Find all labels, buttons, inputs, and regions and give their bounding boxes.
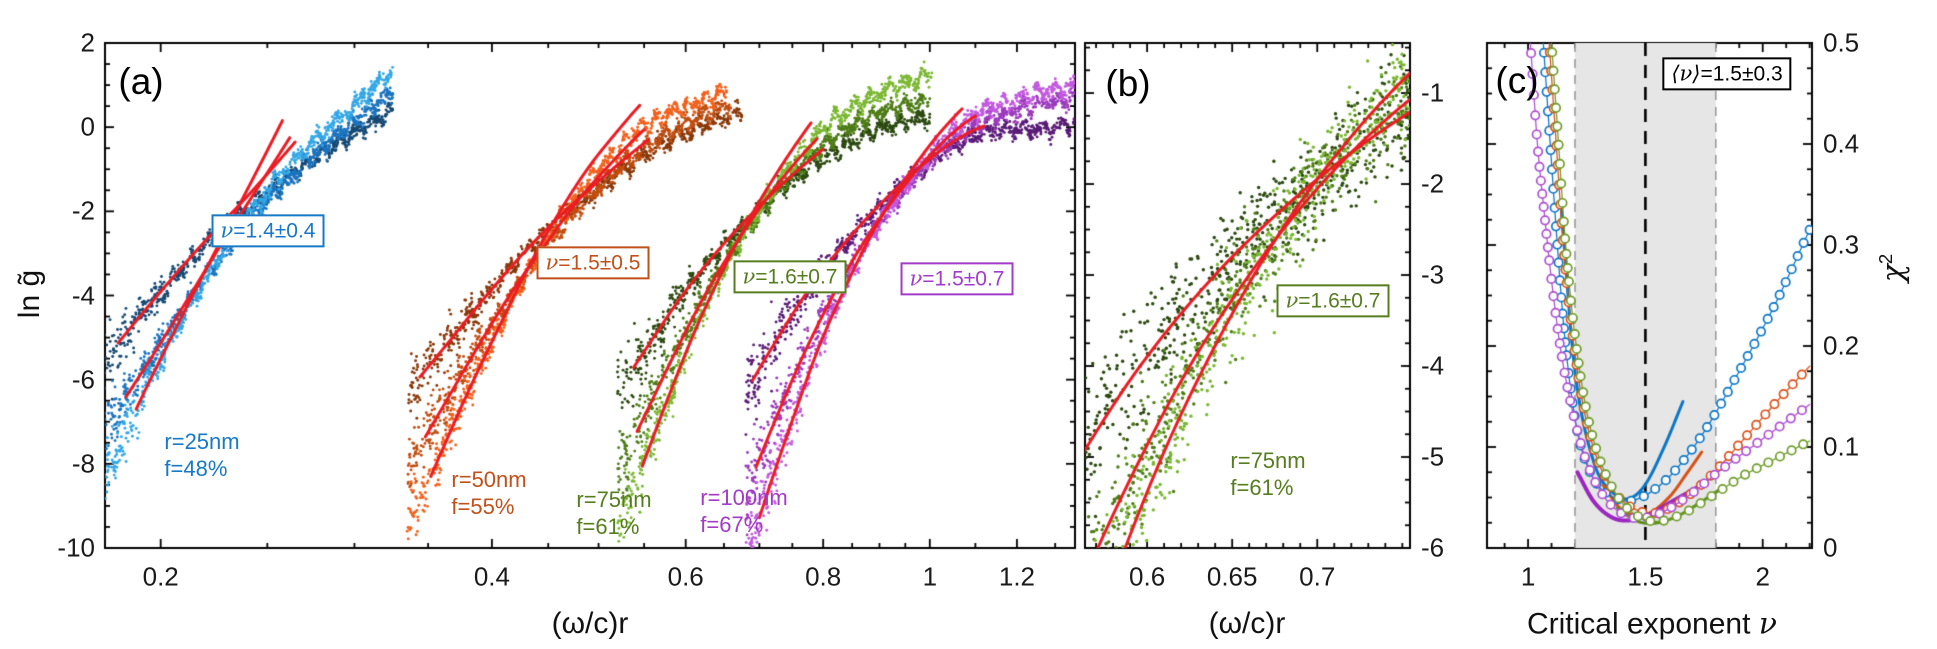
tick-label: 0.5 [1823, 27, 1860, 58]
tick-label: -2 [1421, 168, 1445, 199]
tick-label: -10 [57, 532, 95, 563]
tick-label: 1.2 [998, 561, 1036, 592]
tick-label: -3 [1421, 259, 1445, 290]
filling-fraction-label: f=61% [1230, 475, 1294, 500]
nu-value: =1.6±0.7 [1298, 289, 1381, 313]
x-axis-label-c-text: Critical exponent [1526, 607, 1759, 641]
panel-b-label: (b) [1105, 63, 1151, 104]
tick-label: 0.8 [805, 561, 842, 592]
sample-label-r75: r=75nm f=61% [576, 487, 651, 541]
mean-nu-symbol: ⟨ν⟩ [1671, 61, 1701, 86]
tick-label: 1 [922, 561, 938, 592]
tick-label: 2 [80, 27, 95, 58]
nu-annotation-box-r25: ν=1.4±0.4 [211, 214, 325, 248]
nu-annotation-box-r50: ν=1.5±0.5 [536, 246, 650, 280]
tick-label: 0.3 [1823, 229, 1860, 260]
chi-symbol: χ [1876, 264, 1911, 283]
tick-label: 0.7 [1299, 561, 1336, 592]
tick-label: 0.2 [1823, 330, 1860, 361]
nu-value: =1.4±0.4 [233, 219, 316, 243]
nu-symbol: ν [909, 266, 923, 291]
tick-label: 0 [1823, 532, 1838, 563]
tick-label: 0.6 [667, 561, 704, 592]
nu-symbol: ν [545, 250, 559, 275]
nu-annotation-box-r75: ν=1.6±0.7 [733, 260, 847, 294]
y-axis-label-c: χ2 [1875, 254, 1911, 283]
nu-annotation-box-r100: ν=1.5±0.7 [900, 262, 1014, 296]
tick-label: 1 [1520, 561, 1536, 592]
tick-label: -2 [71, 195, 95, 226]
tick-label: 0.4 [1823, 128, 1860, 159]
nu-symbol: ν [742, 264, 756, 289]
tick-label: -6 [71, 364, 95, 395]
nu-symbol: ν [1758, 606, 1778, 642]
panel-c-label: (c) [1495, 60, 1539, 101]
tick-label: -8 [71, 448, 95, 479]
tick-label: -5 [1421, 441, 1445, 472]
tick-label: 0.2 [142, 561, 179, 592]
tick-label: -1 [1421, 77, 1445, 108]
nu-annotation-box-r75b: ν=1.6±0.7 [1276, 284, 1390, 318]
mean-nu-value: =1.5±0.3 [1700, 62, 1783, 86]
x-axis-label-c: Critical exponent ν [1527, 607, 1777, 642]
tick-label: -6 [1421, 532, 1445, 563]
sample-label-r100: r=100nm f=67% [700, 485, 787, 539]
tick-label: 2 [1755, 561, 1770, 592]
nu-symbol: ν [1285, 288, 1299, 313]
tick-label: 0.6 [1129, 561, 1166, 592]
sample-label-r50: r=50nm f=55% [451, 467, 526, 521]
tick-label: -4 [71, 280, 95, 310]
radius-label: r=100nm [700, 485, 788, 511]
x-axis-label-b: (ω/c)r [1208, 607, 1286, 640]
sample-label-r75b: r=75nm f=61% [1230, 448, 1305, 502]
filling-fraction-label: f=55% [451, 494, 515, 519]
tick-label: 0.1 [1823, 431, 1860, 462]
tick-label: 0.65 [1206, 561, 1258, 592]
filling-fraction-label: f=48% [164, 456, 228, 481]
radius-label: r=50nm [451, 467, 527, 493]
nu-value: =1.5±0.7 [922, 267, 1005, 291]
x-axis-label-a: (ω/c)r [551, 607, 629, 640]
sample-label-r25: r=25nm f=48% [164, 429, 239, 483]
nu-value: =1.6±0.7 [755, 265, 838, 289]
nu-symbol: ν [220, 218, 234, 243]
mean-nu-annotation-box: ⟨ν⟩=1.5±0.3 [1662, 57, 1792, 91]
tick-label: 1.5 [1627, 561, 1664, 592]
nu-value: =1.5±0.5 [558, 251, 641, 275]
tick-label: 0.4 [473, 561, 510, 592]
chi-exponent: 2 [1875, 253, 1896, 265]
filling-fraction-label: f=61% [576, 514, 640, 539]
tick-label: -4 [1421, 350, 1445, 381]
radius-label: r=75nm [576, 487, 652, 513]
filling-fraction-label: f=67% [700, 512, 764, 537]
panel-a-label: (a) [118, 61, 164, 102]
radius-label: r=25nm [164, 429, 240, 455]
y-axis-label-a: ln g̃ [13, 269, 46, 319]
radius-label: r=75nm [1230, 448, 1306, 474]
tick-label: 0 [80, 111, 95, 142]
